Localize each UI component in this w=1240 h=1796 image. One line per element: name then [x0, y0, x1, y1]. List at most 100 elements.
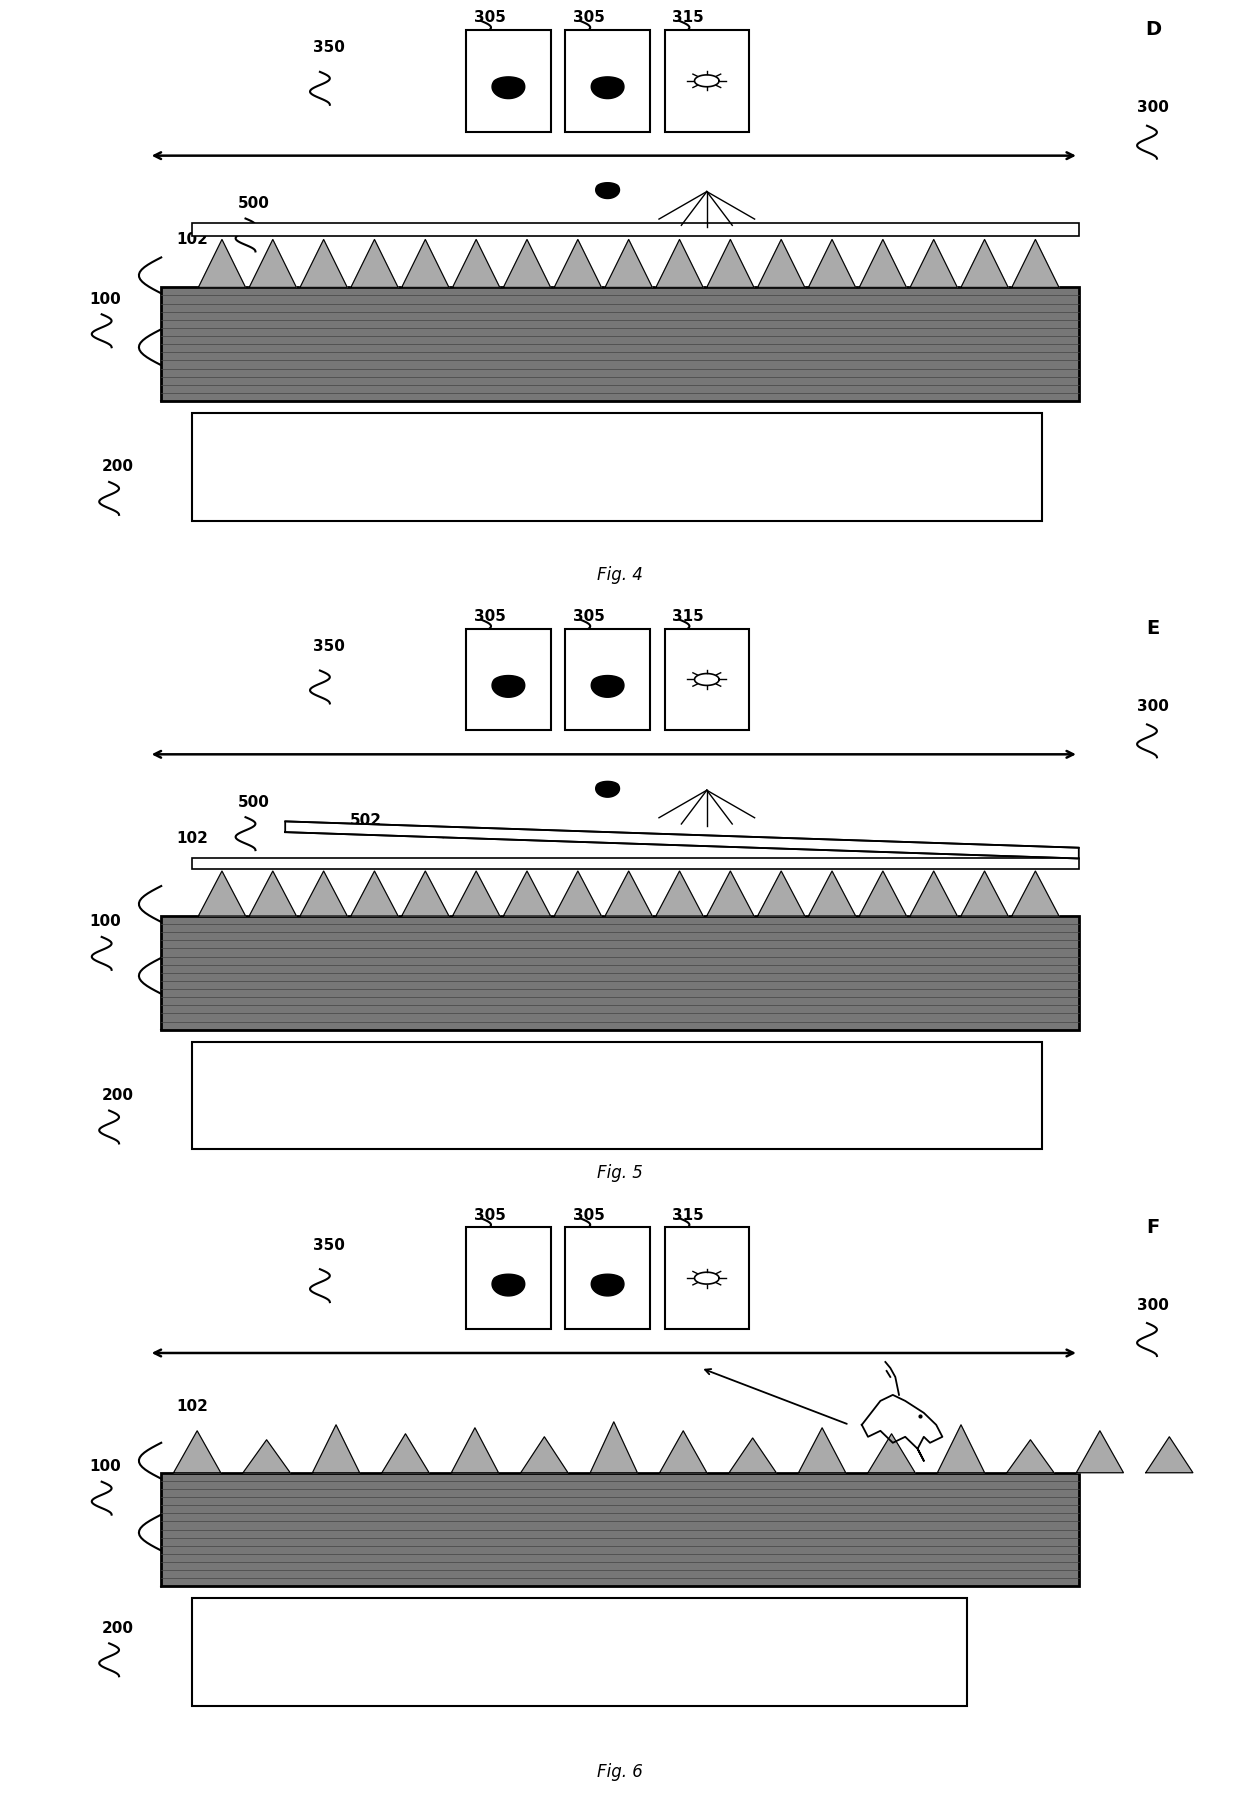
Text: Fig. 6: Fig. 6 [598, 1764, 642, 1782]
Polygon shape [453, 871, 500, 916]
Text: 305: 305 [573, 1207, 605, 1223]
Bar [161, 916, 1079, 1029]
Polygon shape [249, 239, 296, 287]
Polygon shape [249, 871, 296, 916]
Bar [466, 1227, 551, 1329]
Polygon shape [198, 871, 246, 916]
Text: 200: 200 [102, 460, 134, 474]
Polygon shape [243, 1440, 290, 1473]
Polygon shape [595, 781, 620, 797]
Text: 300: 300 [1137, 699, 1169, 715]
Polygon shape [910, 871, 957, 916]
Bar [161, 287, 1079, 401]
Polygon shape [656, 239, 703, 287]
Polygon shape [453, 239, 500, 287]
Text: 305: 305 [474, 609, 506, 625]
Polygon shape [961, 871, 1008, 916]
Polygon shape [503, 239, 551, 287]
Polygon shape [961, 239, 1008, 287]
Text: 300: 300 [1137, 1297, 1169, 1313]
Polygon shape [1012, 239, 1059, 287]
Polygon shape [590, 1422, 637, 1473]
Polygon shape [1076, 1431, 1123, 1473]
Polygon shape [1146, 1437, 1193, 1473]
Text: 305: 305 [474, 11, 506, 25]
Text: 300: 300 [1137, 101, 1169, 115]
Bar [192, 413, 1042, 521]
Bar [665, 1227, 749, 1329]
Text: 100: 100 [89, 291, 122, 307]
Polygon shape [1012, 871, 1059, 916]
Text: 350: 350 [312, 639, 345, 654]
Polygon shape [300, 871, 347, 916]
Text: 100: 100 [89, 1458, 122, 1475]
Text: 315: 315 [672, 11, 704, 25]
Polygon shape [595, 183, 620, 199]
Polygon shape [868, 1433, 915, 1473]
Polygon shape [937, 1424, 985, 1473]
Polygon shape [351, 871, 398, 916]
Text: Fig. 4: Fig. 4 [598, 566, 642, 584]
Text: 502: 502 [350, 812, 382, 828]
Bar [665, 31, 749, 131]
Polygon shape [492, 675, 525, 697]
Polygon shape [503, 871, 551, 916]
Bar [161, 1473, 1079, 1586]
Bar [565, 31, 650, 131]
Polygon shape [554, 239, 601, 287]
Text: D: D [1145, 20, 1162, 40]
Bar [565, 629, 650, 731]
Text: 102: 102 [176, 232, 208, 248]
Polygon shape [758, 239, 805, 287]
Polygon shape [707, 239, 754, 287]
Polygon shape [492, 1273, 525, 1297]
Text: 200: 200 [102, 1088, 134, 1103]
Bar [192, 223, 1079, 237]
Polygon shape [605, 239, 652, 287]
Text: 102: 102 [176, 830, 208, 846]
Text: 305: 305 [474, 1207, 506, 1223]
Polygon shape [300, 239, 347, 287]
Polygon shape [707, 871, 754, 916]
Text: 350: 350 [312, 1237, 345, 1254]
Polygon shape [729, 1439, 776, 1473]
Text: 315: 315 [672, 1207, 704, 1223]
Polygon shape [174, 1431, 221, 1473]
Polygon shape [554, 871, 601, 916]
Bar [192, 858, 1079, 869]
Bar [192, 1598, 967, 1706]
Bar [665, 629, 749, 731]
Text: Fig. 5: Fig. 5 [598, 1164, 642, 1182]
Polygon shape [1007, 1440, 1054, 1473]
Text: 100: 100 [89, 914, 122, 930]
Polygon shape [591, 77, 624, 99]
Polygon shape [351, 239, 398, 287]
Polygon shape [492, 77, 525, 99]
Text: 200: 200 [102, 1620, 134, 1636]
Polygon shape [312, 1424, 360, 1473]
Polygon shape [402, 239, 449, 287]
Polygon shape [799, 1428, 846, 1473]
Polygon shape [591, 1273, 624, 1297]
Polygon shape [198, 239, 246, 287]
Polygon shape [382, 1433, 429, 1473]
Polygon shape [605, 871, 652, 916]
Polygon shape [910, 239, 957, 287]
Polygon shape [808, 239, 856, 287]
Polygon shape [285, 821, 1079, 858]
Text: E: E [1147, 620, 1159, 638]
Text: 305: 305 [573, 11, 605, 25]
Polygon shape [660, 1431, 707, 1473]
Polygon shape [808, 871, 856, 916]
Text: 500: 500 [238, 794, 270, 810]
Polygon shape [859, 239, 906, 287]
Text: 102: 102 [176, 1399, 208, 1415]
Bar [466, 629, 551, 731]
Text: 305: 305 [573, 609, 605, 625]
Polygon shape [859, 871, 906, 916]
Text: 350: 350 [312, 40, 345, 56]
Polygon shape [758, 871, 805, 916]
Polygon shape [451, 1428, 498, 1473]
Bar [466, 31, 551, 131]
Text: 315: 315 [672, 609, 704, 625]
